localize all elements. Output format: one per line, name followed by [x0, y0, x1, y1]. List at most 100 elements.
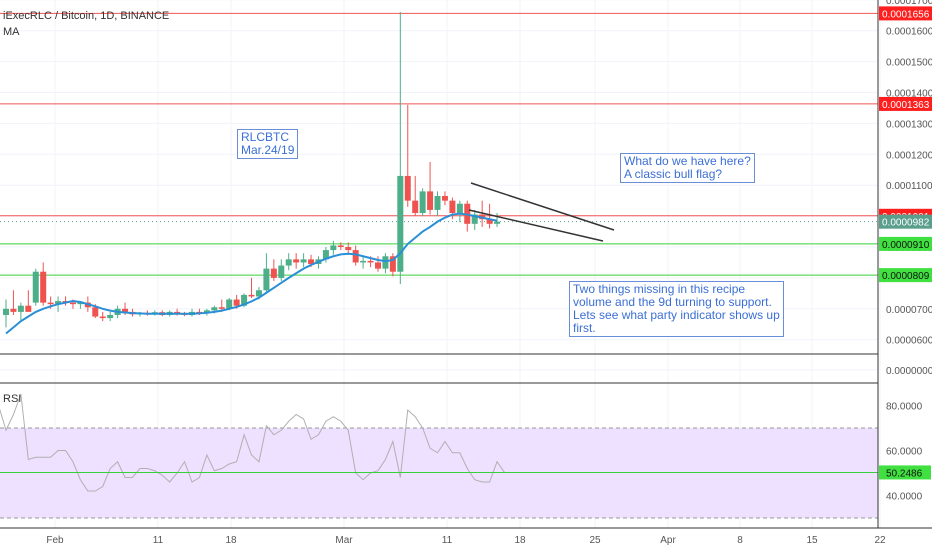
time-tick-label: 11	[153, 535, 164, 546]
time-tick-label: 22	[874, 535, 886, 546]
candle-up	[360, 260, 367, 263]
candle-down	[389, 256, 396, 272]
rsi-tick-label: 40.0000	[886, 492, 923, 503]
ma-indicator-label[interactable]: MA	[3, 26, 20, 38]
candle-up	[32, 271, 39, 303]
price-tick-label: 0.0001100	[886, 181, 932, 192]
candle-up	[419, 191, 426, 214]
candle-down	[47, 302, 54, 305]
candle-up	[456, 203, 463, 214]
candle-up	[300, 259, 307, 263]
candle-down	[69, 302, 76, 305]
candle-down	[352, 250, 359, 263]
current-price-label: 0.0000982	[882, 218, 930, 229]
candle-up	[77, 302, 84, 305]
candle-up	[494, 221, 501, 224]
ma-line	[5, 212, 498, 335]
rsi-band	[0, 428, 878, 518]
price-tick-label: 0.0001600	[886, 27, 932, 38]
candle-up	[278, 265, 285, 278]
time-tick-label: 8	[737, 535, 743, 546]
candle-down	[486, 219, 493, 224]
time-tick-label: Feb	[46, 535, 64, 546]
time-tick-label: 25	[589, 535, 601, 546]
rsi-line	[0, 394, 505, 492]
price-tick-label: 0.0000000	[886, 366, 932, 377]
candle-down	[293, 259, 300, 263]
candle-up	[17, 305, 24, 312]
candle-down	[174, 311, 181, 314]
level-price-label: 0.0001363	[882, 100, 930, 111]
level-price-label: 0.0000910	[882, 240, 930, 251]
candle-down	[122, 308, 129, 312]
time-tick-label: 18	[514, 535, 526, 546]
candle-down	[308, 259, 315, 264]
time-tick-label: 11	[442, 535, 453, 546]
candle-up	[263, 268, 270, 291]
candle-up	[107, 314, 114, 319]
current-price-badge	[879, 214, 932, 229]
price-tick-label: 0.0000600	[886, 336, 932, 347]
rsi-indicator-label[interactable]: RSI	[3, 393, 22, 405]
bull-flag-question-annotation[interactable]: What do we have here? A classic bull fla…	[620, 153, 755, 183]
candle-down	[441, 196, 448, 201]
candle-up	[226, 299, 233, 309]
rsi-tick-label: 80.0000	[886, 402, 923, 413]
candle-down	[449, 200, 456, 214]
level-price-badge	[879, 6, 932, 21]
candle-up	[382, 256, 389, 269]
candle-down	[412, 200, 419, 214]
candle-up	[322, 250, 329, 260]
time-tick-label: 15	[806, 535, 818, 546]
flag-upper-trendline	[470, 182, 615, 231]
candle-up	[55, 301, 62, 305]
price-tick-label: 0.0000700	[886, 305, 932, 316]
moving-average	[5, 212, 498, 335]
rsi-current-label: 50.2486	[886, 468, 923, 479]
candle-up	[330, 245, 337, 251]
candle-down	[367, 260, 374, 263]
time-tick-label: Mar	[335, 535, 353, 546]
candle-up	[255, 290, 262, 297]
rsi-current-badge	[879, 465, 931, 480]
flag-lower-trendline	[468, 209, 604, 242]
candle-down	[40, 271, 47, 303]
candle-down	[218, 307, 225, 309]
candle-up	[471, 214, 478, 224]
candle-down	[233, 299, 240, 306]
level-price-badge	[879, 96, 932, 111]
candle-down	[345, 247, 352, 251]
price-tick-label: 0.0001300	[886, 119, 932, 130]
candle-down	[375, 262, 381, 269]
price-tick-label: 0.0001200	[886, 150, 932, 161]
candle-down	[92, 307, 99, 317]
horizontal-levels	[0, 12, 878, 276]
time-tick-label: 18	[225, 535, 237, 546]
rsi-tick-label: 60.0000	[886, 447, 923, 458]
candle-down	[10, 308, 17, 312]
level-price-badge	[879, 268, 932, 283]
flag-trendlines	[468, 182, 615, 242]
candle-down	[404, 175, 411, 201]
rsi-panel	[0, 394, 878, 519]
pair-date-annotation[interactable]: RLCBTC Mar.24/19	[237, 129, 299, 159]
symbol-title: iExecRLC / Bitcoin, 1D, BINANCE	[3, 10, 170, 22]
recipe-note-annotation[interactable]: Two things missing in this recipe volume…	[569, 281, 784, 337]
candle-down	[248, 294, 255, 297]
price-tick-label: 0.0001500	[886, 58, 932, 69]
candle-up	[434, 196, 441, 210]
candles	[3, 12, 501, 328]
price-tick-label: 0.0001700	[886, 0, 932, 7]
level-price-badge	[879, 236, 932, 251]
candle-up	[211, 307, 218, 311]
price-tick-label: 0.0001400	[886, 89, 932, 100]
candle-down	[99, 316, 106, 319]
time-tick-label: Apr	[660, 535, 676, 546]
level-price-label: 0.0001656	[882, 9, 930, 20]
candle-up	[3, 308, 9, 315]
candle-down	[337, 245, 344, 247]
candle-up	[285, 259, 292, 266]
candle-up	[241, 294, 248, 306]
